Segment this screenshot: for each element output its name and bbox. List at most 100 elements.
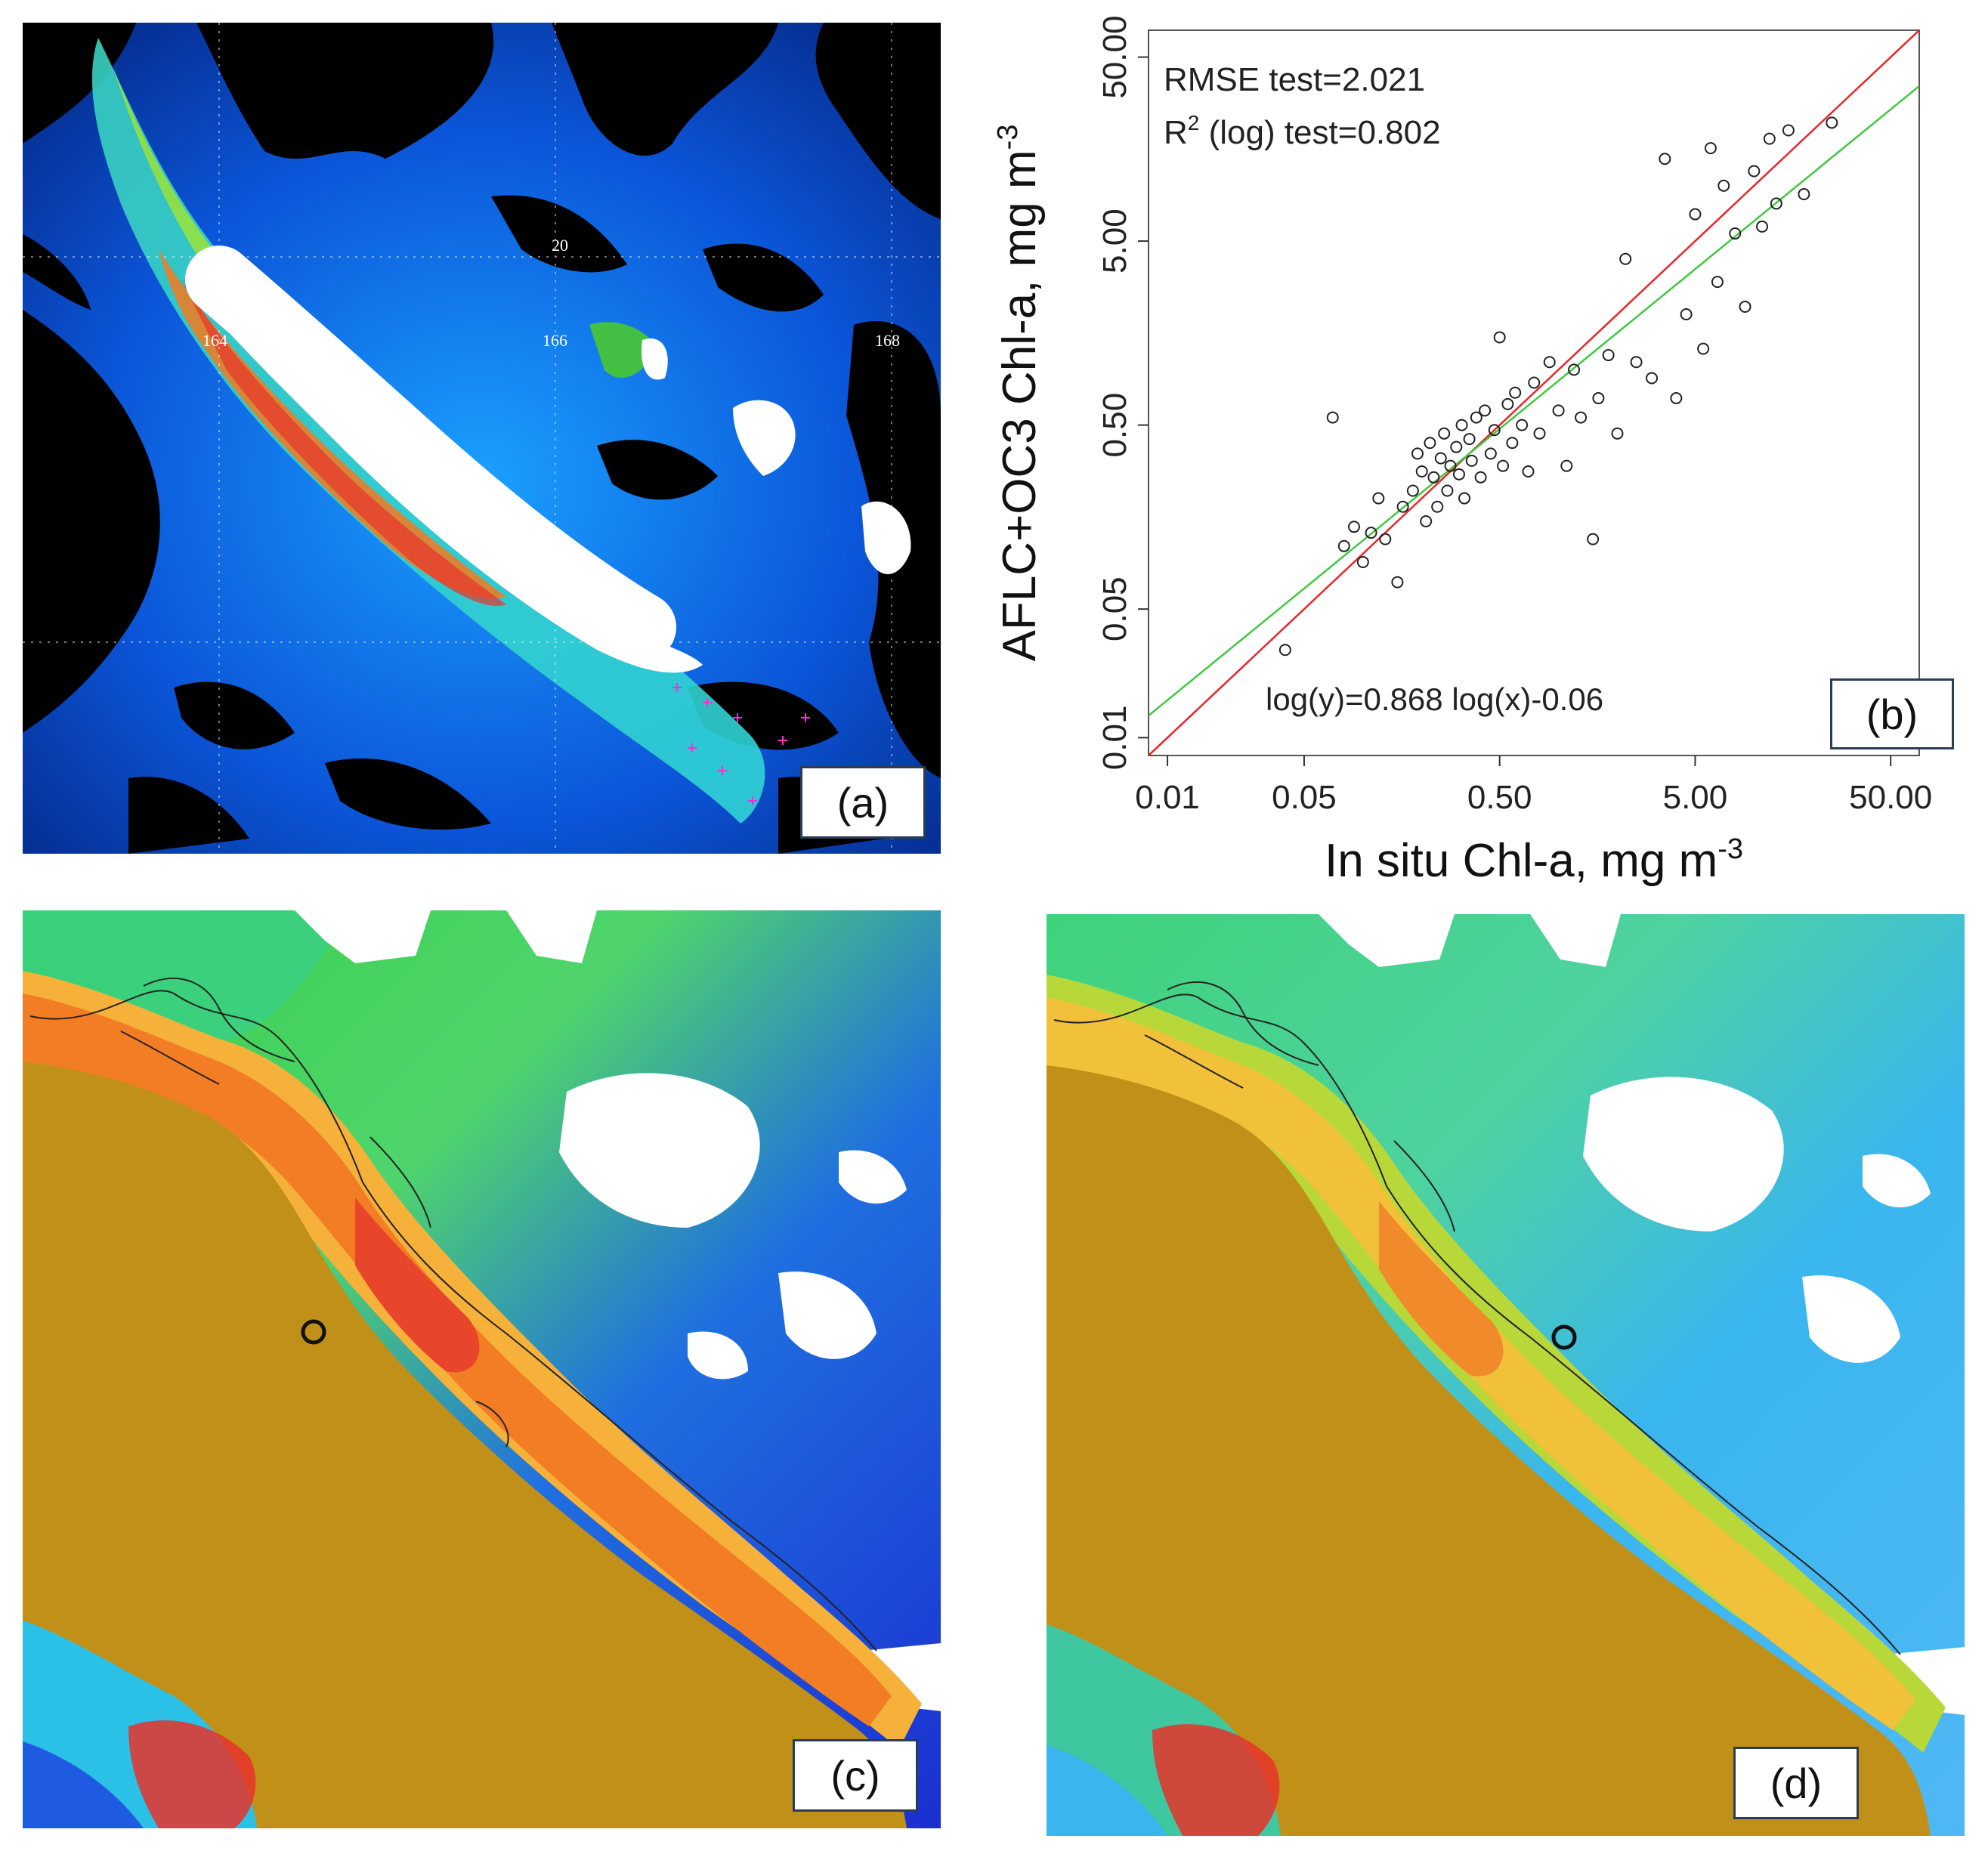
- data-point: [1763, 132, 1776, 145]
- data-point: [1424, 437, 1436, 450]
- panel-d-label: (d): [1733, 1747, 1859, 1819]
- regression-equation: log(y)=0.868 log(x)-0.06: [1266, 681, 1603, 717]
- scatter-chart: 0.01 0.05 0.50 5.00 50.00 0.01 0.05 0.50 5.00 50.…: [992, 16, 1932, 887]
- data-point: [1533, 427, 1546, 440]
- data-point: [1575, 411, 1588, 424]
- data-point: [1739, 300, 1751, 313]
- data-point: [1415, 465, 1428, 477]
- reef-contours-c: [29, 978, 877, 1652]
- panel-b-scatter-chart: 0.01 0.05 0.50 5.00 50.00 0.01 0.05 0.50 5.00 50.…: [975, 0, 1988, 899]
- data-point: [1493, 331, 1506, 344]
- panel-a-label: (a): [800, 766, 926, 839]
- data-point: [1444, 459, 1457, 472]
- data-point: [1798, 187, 1810, 200]
- data-point: [1729, 227, 1742, 240]
- data-point: [1474, 471, 1487, 484]
- data-point: [1680, 308, 1693, 321]
- panel-c-label: (c): [793, 1739, 918, 1812]
- data-point: [1391, 576, 1404, 589]
- data-point: [1782, 124, 1795, 137]
- cloud-gaps-d: [1319, 914, 1965, 1715]
- data-point: [1452, 468, 1465, 480]
- data-point: [1441, 484, 1454, 497]
- data-point: [1552, 404, 1565, 417]
- regression-line: [1149, 85, 1919, 717]
- data-point: [1646, 372, 1659, 385]
- data-point: [1560, 459, 1573, 472]
- y-tick-label: 5.00: [1096, 209, 1133, 273]
- data-point: [1479, 404, 1492, 417]
- data-point: [1826, 116, 1838, 129]
- graticule: [23, 23, 941, 854]
- data-point: [1434, 452, 1447, 465]
- data-point: [1488, 424, 1501, 437]
- data-point: [1411, 447, 1424, 460]
- data-point: [1365, 527, 1377, 539]
- data-point: [1379, 533, 1392, 545]
- r2-superscript: 2: [1188, 111, 1200, 134]
- data-point: [1509, 386, 1522, 399]
- chlorophyll-map-c: [23, 910, 941, 1828]
- panel-d-chlorophyll-map: (d): [1047, 914, 1965, 1836]
- station-circle-d: [1551, 1324, 1577, 1350]
- y-tick-label: 0.05: [1096, 576, 1133, 641]
- data-point: [1630, 356, 1643, 369]
- data-point: [1748, 165, 1761, 178]
- data-point: [1756, 220, 1769, 233]
- data-point: [1592, 392, 1605, 405]
- x-axis-label: In situ Chl-a, mg m-3: [1325, 833, 1743, 887]
- land-d: [1047, 1065, 1931, 1836]
- panel-b-label: (b): [1830, 678, 1954, 749]
- data-point: [1522, 465, 1535, 477]
- x-axis-label-main: In situ Chl-a, mg m: [1325, 835, 1717, 887]
- data-point: [1347, 521, 1360, 533]
- y-tick-label: 0.01: [1096, 706, 1133, 771]
- grid-label-20: 20: [552, 236, 568, 255]
- data-point: [1337, 539, 1350, 552]
- y-axis-label-main: AFLC+OC3 Chl-a, mg m: [994, 150, 1046, 661]
- r2-prefix: R: [1164, 114, 1188, 151]
- y-axis-label-sup: -3: [992, 125, 1024, 150]
- data-point: [1497, 459, 1510, 472]
- x-tick-label: 50.00: [1849, 779, 1932, 816]
- x-tick-label: 0.50: [1467, 779, 1532, 816]
- y-axis-label: AFLC+OC3 Chl-a, mg m-3: [992, 125, 1046, 662]
- data-point: [1670, 392, 1683, 405]
- grid-label-168: 168: [875, 331, 900, 350]
- data-point: [1602, 349, 1615, 362]
- data-point: [1689, 208, 1702, 221]
- data-point: [1484, 447, 1497, 460]
- satellite-map-image: 20 164 166 168: [23, 23, 941, 854]
- station-markers: [672, 683, 810, 805]
- y-tick-label: 0.50: [1096, 393, 1133, 458]
- data-point: [1326, 411, 1339, 424]
- data-point: [1568, 363, 1581, 376]
- panel-c-chlorophyll-map: (c): [23, 910, 941, 1828]
- r2-annotation: R2 (log) test=0.802: [1164, 111, 1441, 151]
- data-point: [1427, 471, 1440, 484]
- data-point: [1611, 427, 1624, 440]
- data-point: [1501, 397, 1514, 410]
- data-point: [1431, 500, 1444, 513]
- data-point: [1717, 179, 1730, 192]
- y-tick-label: 50.00: [1096, 16, 1133, 99]
- data-point: [1465, 454, 1478, 467]
- x-tick-label: 5.00: [1663, 779, 1728, 816]
- data-point: [1438, 427, 1451, 440]
- data-point: [1450, 440, 1463, 453]
- grid-label-166: 166: [543, 331, 567, 350]
- data-point: [1458, 492, 1470, 505]
- data-point: [1406, 484, 1419, 497]
- data-point: [1543, 356, 1556, 369]
- reef-contours-d: [1053, 981, 1901, 1655]
- data-point: [1516, 419, 1529, 431]
- data-point: [1278, 644, 1291, 657]
- data-point: [1711, 276, 1724, 289]
- data-point: [1704, 142, 1717, 155]
- r2-rest: (log) test=0.802: [1199, 114, 1440, 151]
- x-tick-label: 0.01: [1135, 779, 1200, 816]
- x-tick-label: 0.05: [1272, 779, 1337, 816]
- data-point: [1506, 437, 1519, 450]
- data-point: [1528, 376, 1541, 389]
- land-c: [23, 1061, 907, 1828]
